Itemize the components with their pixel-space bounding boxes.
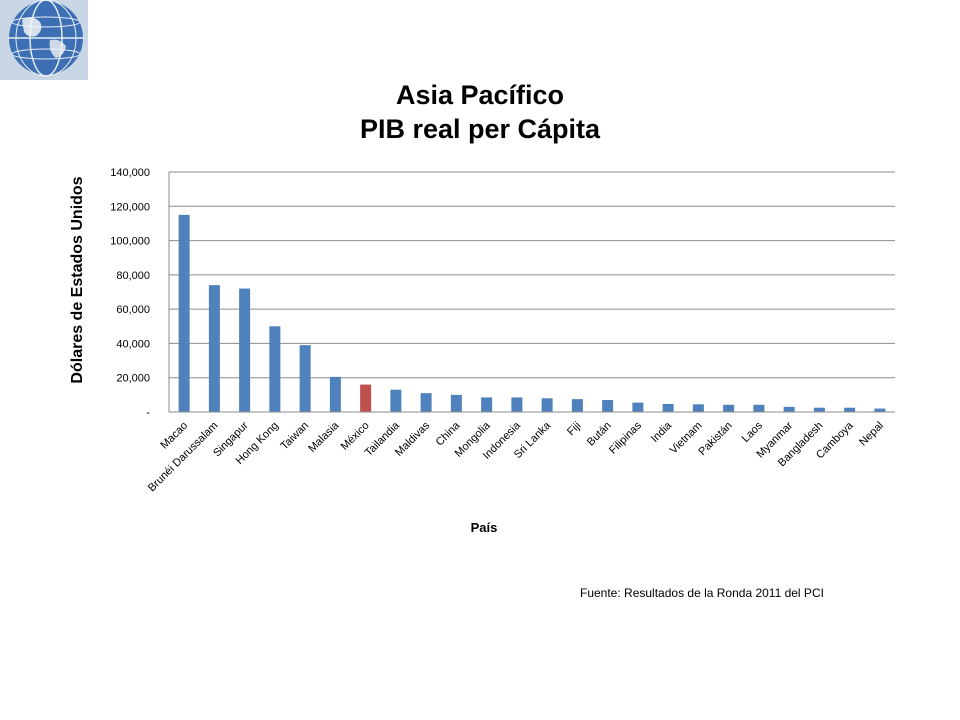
bar (299, 345, 311, 412)
bar (753, 404, 765, 412)
bar (844, 407, 856, 412)
y-tick-label: 140,000 (110, 167, 150, 179)
bar (208, 285, 220, 412)
x-tick-label: Bután (585, 420, 614, 449)
chart-title: Asia Pacífico PIB real per Cápita (0, 78, 960, 146)
bar (360, 384, 372, 412)
x-tick-label: Filipinas (607, 419, 644, 456)
bar (723, 404, 735, 412)
bar (692, 404, 704, 412)
bar (602, 400, 614, 412)
bar (329, 376, 341, 412)
x-tick-label: Malasia (306, 419, 342, 455)
y-tick-label: 60,000 (116, 304, 150, 316)
bar (511, 397, 523, 412)
bar (481, 397, 493, 412)
bar (420, 393, 432, 412)
y-axis-title: Dólares de Estados Unidos (69, 176, 86, 383)
bar (662, 403, 674, 412)
y-tick-label: 120,000 (110, 201, 150, 213)
y-tick-label: 80,000 (116, 270, 150, 282)
x-tick-label: India (649, 419, 675, 445)
globe-logo-icon (0, 0, 88, 80)
bar (874, 408, 886, 412)
bar (541, 398, 553, 412)
x-tick-label: Pakistán (696, 420, 734, 458)
chart-title-line-1: Asia Pacífico (395, 80, 565, 110)
bar (813, 407, 825, 412)
bar (450, 394, 462, 412)
x-tick-label: Laos (740, 419, 766, 445)
bar (269, 326, 281, 412)
bar (390, 389, 402, 412)
bar (632, 402, 644, 412)
bar (783, 406, 795, 412)
x-tick-label: Fiji (565, 420, 583, 438)
x-axis-title: País (471, 520, 498, 535)
y-tick-label: 100,000 (110, 236, 150, 248)
chart-title-line-2: PIB real per Cápita (359, 114, 601, 144)
bar (571, 399, 583, 412)
bar (239, 288, 251, 412)
y-tick-label: 40,000 (116, 338, 150, 350)
y-tick-label: 20,000 (116, 373, 150, 385)
y-tick-label: - (146, 407, 150, 419)
bar (178, 214, 190, 412)
bar-chart: - 20,000 40,000 60,000 80,000 100,000 120,000 1… (69, 167, 895, 535)
source-note: Fuente: Resultados de la Ronda 2011 del … (580, 586, 824, 600)
x-tick-label: Nepal (857, 420, 886, 449)
